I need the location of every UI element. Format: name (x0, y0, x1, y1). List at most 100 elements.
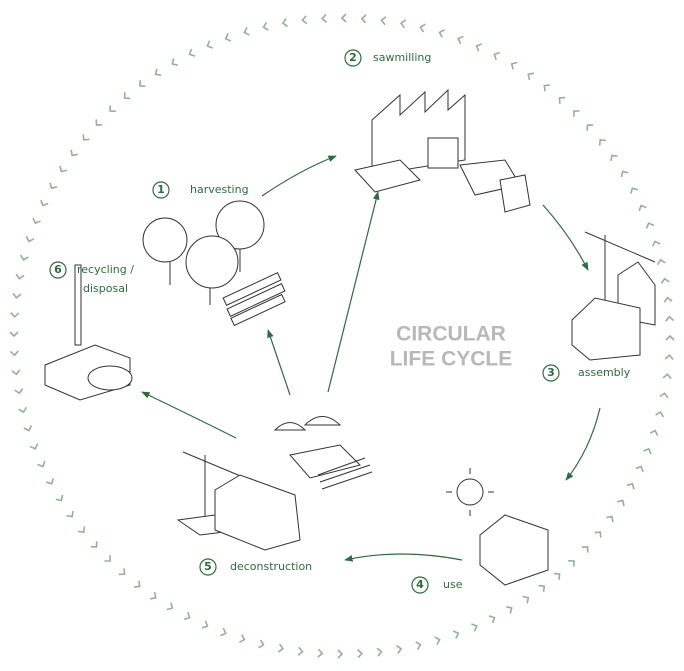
chevron (46, 478, 55, 485)
chevron (259, 640, 265, 649)
chevron (663, 374, 671, 379)
stage-number: 6 (54, 263, 62, 276)
chevron (153, 69, 161, 78)
stage-5: 5 deconstruction (200, 559, 312, 575)
stage-label: sawmilling (373, 51, 431, 64)
stage-number: 3 (547, 366, 555, 379)
chevron (557, 95, 565, 104)
chevron (637, 204, 646, 211)
chevron (322, 14, 326, 22)
chevron (636, 465, 645, 472)
chevron (665, 355, 673, 359)
chevron (81, 134, 90, 142)
chevron (10, 332, 18, 336)
chevron (609, 153, 618, 161)
chevron (318, 649, 322, 657)
chevron (224, 34, 231, 43)
chevron (107, 105, 115, 114)
chevron (453, 630, 460, 639)
chevron (471, 622, 478, 631)
chevron (243, 27, 249, 36)
diagram: CIRCULAR LIFE CYCLE (0, 0, 684, 671)
chevron (651, 240, 660, 246)
chevron (571, 108, 579, 117)
chevron (78, 526, 87, 534)
chevron (11, 313, 19, 317)
chevron (263, 22, 269, 31)
center-title: CIRCULAR (396, 323, 506, 346)
stage-label: disposal (83, 282, 128, 295)
chevron (15, 274, 24, 279)
chevron (506, 605, 513, 614)
chevron (416, 641, 422, 650)
chevron (39, 200, 48, 207)
chevron (91, 541, 100, 549)
chevron (400, 19, 405, 28)
chevron (420, 23, 426, 32)
chevron (20, 255, 29, 261)
chevron (362, 15, 366, 23)
stage-number: 2 (349, 51, 357, 64)
chevron (396, 645, 401, 654)
chevron (221, 628, 228, 637)
chevron (595, 530, 604, 538)
chevron (666, 336, 674, 340)
chevron (475, 42, 482, 51)
chevron (510, 60, 517, 69)
chevron (32, 218, 41, 225)
chevron (94, 119, 103, 127)
stage-3: 3 assembly (543, 365, 631, 381)
chevron (457, 35, 464, 44)
chevron (656, 411, 665, 417)
stage-2: 2 sawmilling (345, 50, 431, 66)
chevron (597, 137, 606, 145)
chevron (661, 278, 670, 283)
chevron (19, 407, 28, 413)
chevron (69, 150, 78, 158)
stage-number: 4 (416, 578, 424, 591)
chevron (582, 544, 591, 552)
chevron (56, 495, 65, 503)
chevron (523, 594, 531, 603)
trees-icon (143, 201, 285, 325)
chevron (619, 169, 628, 177)
use-icon (446, 468, 548, 585)
arrows (142, 156, 600, 560)
chevron (122, 92, 130, 101)
chevron (526, 71, 534, 80)
chevron (134, 581, 142, 590)
stage-number: 1 (157, 183, 165, 196)
chevron (58, 166, 67, 174)
stage-6: 6 recycling / disposal (50, 262, 134, 295)
chevron (30, 444, 39, 451)
chevron (282, 19, 287, 28)
chevron (12, 293, 20, 298)
center-title: LIFE CYCLE (390, 348, 513, 371)
chevron (104, 555, 112, 564)
deconstruction-icon (178, 417, 372, 551)
chevron (239, 635, 245, 644)
chevron (184, 612, 191, 621)
stage-label: harvesting (190, 183, 249, 196)
stage-label: assembly (578, 366, 631, 379)
chevron (657, 259, 666, 265)
chevron (25, 236, 34, 242)
chevron (660, 393, 669, 398)
chevron (298, 647, 303, 655)
assembly-icon (572, 232, 655, 360)
chevron (617, 498, 626, 506)
chevron (606, 514, 615, 522)
stage-1: 1 harvesting (153, 182, 249, 198)
chevron (170, 58, 177, 67)
stage-number: 5 (204, 560, 212, 573)
stage-label: deconstruction (230, 560, 312, 573)
chevron (650, 429, 659, 435)
stage-4: 4 use (412, 577, 463, 593)
chevron (435, 636, 441, 645)
chevron (150, 592, 158, 601)
chevron (15, 389, 24, 394)
stage-label: recycling / (77, 263, 134, 276)
chevron (629, 186, 638, 193)
chevron (202, 621, 209, 630)
chevron (568, 558, 576, 567)
